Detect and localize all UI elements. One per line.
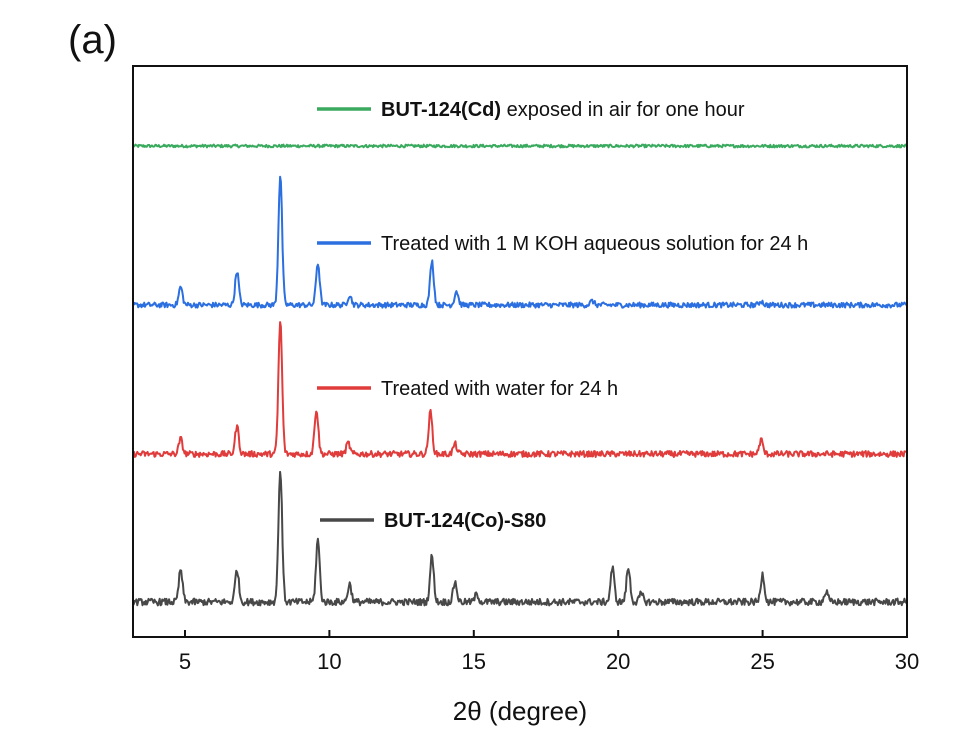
x-tick-label: 30 (895, 649, 919, 674)
legend-label-text: exposed in air for one hour (501, 99, 745, 121)
series-line-4 (132, 470, 908, 607)
series-line-2 (132, 175, 908, 309)
legend-group: BUT-124(Cd) exposed in air for one hour T… (317, 99, 808, 532)
series-line-1 (132, 143, 908, 149)
panel-label: (a) (68, 18, 117, 62)
legend-label-1: BUT-124(Cd) exposed in air for one hour (381, 99, 745, 121)
plot-frame (132, 65, 908, 638)
legend-label-bold: BUT-124(Co)-S80 (384, 510, 546, 532)
legend-label-text: Treated with water for 24 h (381, 378, 618, 400)
x-axis-label: 2θ (degree) (453, 696, 587, 726)
x-axis-ticks: 5 10 15 20 25 30 (179, 630, 919, 674)
legend-label-text: Treated with 1 M KOH aqueous solution fo… (381, 233, 808, 255)
series-group (132, 143, 908, 607)
x-tick-label: 10 (317, 649, 341, 674)
x-tick-label: 25 (750, 649, 774, 674)
legend-label-4: BUT-124(Co)-S80 (384, 510, 546, 532)
x-tick-label: 5 (179, 649, 191, 674)
series-line-3 (132, 321, 908, 458)
legend-label-2: Treated with 1 M KOH aqueous solution fo… (381, 233, 808, 255)
x-tick-label: 15 (462, 649, 486, 674)
legend-label-bold: BUT-124(Cd) (381, 99, 501, 121)
x-tick-label: 20 (606, 649, 630, 674)
legend-label-3: Treated with water for 24 h (381, 378, 618, 400)
